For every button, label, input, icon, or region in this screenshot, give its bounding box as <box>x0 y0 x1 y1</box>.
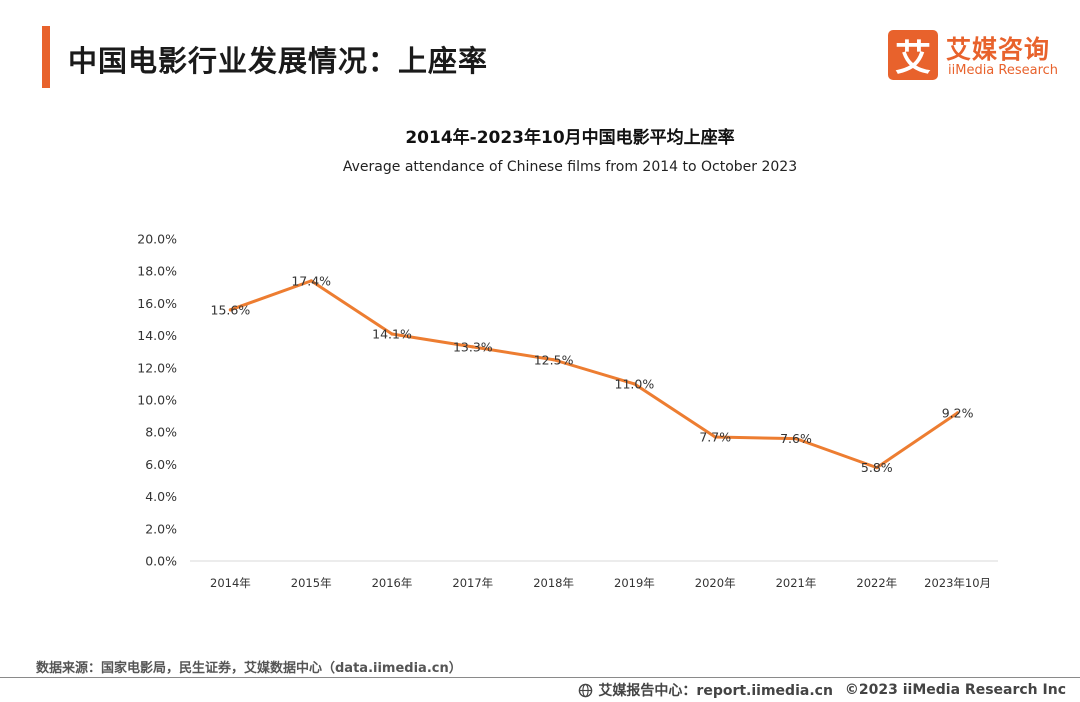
title-accent-bar <box>42 26 50 88</box>
copyright: ©2023 iiMedia Research Inc <box>844 682 1066 698</box>
data-point <box>956 411 960 415</box>
chart-subtitle: Average attendance of Chinese films from… <box>343 159 797 175</box>
x-tick-label: 2019年 <box>614 576 655 590</box>
x-tick-label: 2018年 <box>533 576 574 590</box>
y-tick-label: 16.0% <box>137 296 177 311</box>
iimedia-logo: 艾 艾媒咨询 iiMedia Research <box>888 30 1068 82</box>
data-point <box>309 279 313 283</box>
y-tick-label: 18.0% <box>137 264 177 279</box>
data-point <box>875 466 879 470</box>
y-tick-label: 14.0% <box>137 328 177 343</box>
data-point <box>794 437 798 441</box>
logo-mark: 艾 <box>888 30 938 80</box>
data-label: 15.6% <box>211 302 251 317</box>
x-tick-label: 2020年 <box>695 576 736 590</box>
x-tick-label: 2015年 <box>291 576 332 590</box>
y-tick-label: 12.0% <box>137 360 177 375</box>
x-tick-label: 2014年 <box>210 576 251 590</box>
x-tick-label: 2017年 <box>452 576 493 590</box>
data-point <box>552 358 556 362</box>
y-tick-label: 8.0% <box>145 425 177 440</box>
page-title: 中国电影行业发展情况：上座率 <box>68 44 489 78</box>
footer: 艾媒报告中心：report.iimedia.cn ©2023 iiMedia R… <box>578 680 1066 700</box>
series-line <box>228 279 960 470</box>
data-label: 9.2% <box>942 405 974 420</box>
data-point <box>713 435 717 439</box>
y-tick-label: 10.0% <box>137 393 177 408</box>
x-axis: 2014年 2015年 2016年 2017年 2018年 2019年 2020年 2021年… <box>210 576 991 590</box>
data-label: 12.5% <box>534 352 574 367</box>
x-tick-label: 2022年 <box>856 576 897 590</box>
y-tick-label: 20.0% <box>137 232 177 247</box>
report-center-link[interactable]: 艾媒报告中心：report.iimedia.cn <box>598 683 833 699</box>
data-source: 数据来源：国家电影局，民生证券，艾媒数据中心（data.iimedia.cn） <box>36 661 462 676</box>
globe-icon <box>579 683 593 697</box>
data-label: 7.7% <box>699 430 731 445</box>
data-label: 17.4% <box>291 273 331 288</box>
x-tick-label: 2023年10月 <box>924 576 991 590</box>
footer-divider <box>0 677 1080 678</box>
y-tick-label: 4.0% <box>145 489 177 504</box>
data-point <box>471 345 475 349</box>
x-tick-label: 2016年 <box>372 576 413 590</box>
y-tick-label: 0.0% <box>145 554 177 569</box>
logo-cn-text: 艾媒咨询 <box>946 35 1051 64</box>
logo-en-text: iiMedia Research <box>948 63 1059 78</box>
data-label: 5.8% <box>861 460 893 475</box>
data-label: 7.6% <box>780 431 812 446</box>
data-point <box>390 332 394 336</box>
data-label: 14.1% <box>372 326 412 341</box>
data-point <box>632 382 637 386</box>
y-tick-label: 2.0% <box>145 521 177 536</box>
chart-title: 2014年-2023年10月中国电影平均上座率 <box>405 127 734 148</box>
data-label: 13.3% <box>453 339 493 354</box>
y-tick-label: 6.0% <box>145 457 177 472</box>
x-tick-label: 2021年 <box>776 576 817 590</box>
data-point <box>228 308 232 312</box>
data-labels: 15.6% 17.4% 14.1% 13.3% 12.5% 11.0% 7.7% 7.6% 5.… <box>211 273 974 475</box>
line-chart: 2014年-2023年10月中国电影平均上座率 Average attendan… <box>137 127 998 590</box>
data-label: 11.0% <box>615 376 655 391</box>
y-axis: 0.0% 2.0% 4.0% 6.0% 8.0% 10.0% 12.0% 14.0% 16.0%… <box>137 232 177 569</box>
